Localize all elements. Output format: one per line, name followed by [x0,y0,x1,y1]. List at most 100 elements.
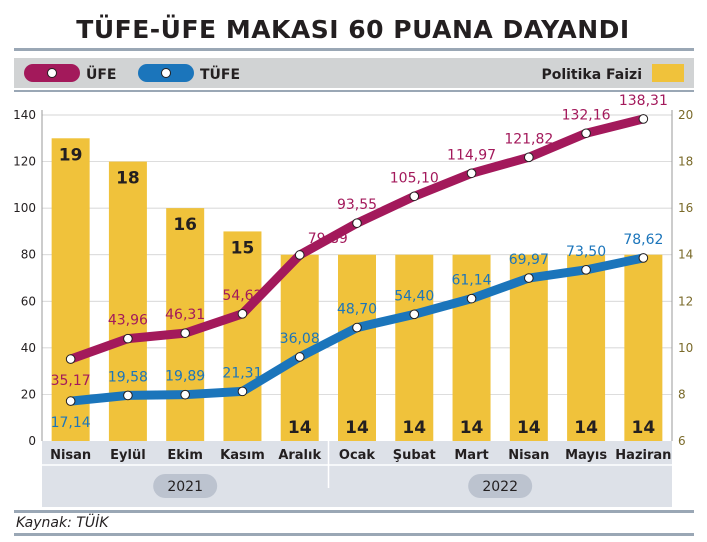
legend-item-ufe: ÜFE [24,64,117,83]
legend-ufe-marker [47,68,57,78]
policy-rate-label: 16 [173,215,197,235]
tufe-data-label: 36,08 [280,331,320,347]
tufe-data-label: 61,14 [451,273,491,289]
policy-rate-bar [223,231,262,441]
right-axis: 6 8 10 12 14 16 18 20 [671,108,693,448]
policy-rate-bar [452,254,491,441]
left-tick-label: 40 [21,341,36,355]
left-tick-label: 140 [13,108,36,122]
left-tick-label: 20 [21,387,36,401]
ufe-data-label: 35,17 [51,373,91,389]
index-lines [65,114,649,406]
ufe-point [123,333,133,344]
legend-background [14,58,694,88]
legend-tufe-marker [161,68,171,78]
category-label: Mart [454,448,488,463]
tufe-point [638,253,649,263]
policy-rate-label: 14 [402,418,426,438]
footer-bottom-rule [14,533,694,536]
left-tick-label: 100 [13,201,36,215]
left-tick-label: 120 [13,155,36,169]
category-label: Nisan [50,448,91,463]
category-label: Nisan [508,448,549,463]
right-tick-label: 14 [678,248,693,262]
legend-top-rule [14,48,694,51]
legend: ÜFE TÜFE Politika Faizi [14,48,694,92]
tufe-data-label: 48,70 [337,302,377,318]
year-label: 2022 [482,479,518,495]
legend-item-tufe: TÜFE [138,64,240,83]
policy-rate-label: 14 [517,418,541,438]
right-tick-label: 12 [678,294,693,308]
right-tick-label: 10 [678,341,693,355]
left-tick-label: 60 [21,294,36,308]
ufe-data-label: 105,10 [390,170,439,186]
category-label: Mayıs [565,448,607,463]
ufe-data-label: 114,97 [447,147,496,163]
right-tick-label: 16 [678,201,693,215]
policy-rate-bar [395,254,434,441]
policy-rate-label: 14 [460,418,484,438]
tufe-data-label: 73,50 [566,244,606,260]
ufe-data-label: 121,82 [504,131,553,147]
category-band: Nisan Eylül Ekim Kasım Aralık Ocak Şubat Mart Ni… [42,441,672,507]
policy-rate-label: 15 [231,238,255,258]
ufe-point [65,354,76,364]
tufe-data-label: 78,62 [623,232,663,248]
ufe-data-label: 43,96 [108,313,148,329]
year-pill [468,474,533,498]
policy-rate-bar [624,254,663,441]
category-label: Kasım [220,448,265,463]
ufe-data-label: 93,55 [337,197,377,213]
tufe-point [524,273,534,283]
ufe-point [524,152,534,163]
ufe-point [352,218,362,228]
category-label: Eylül [110,448,146,463]
tufe-point [409,309,420,320]
policy-rate-label: 14 [632,418,656,438]
legend-ufe-label: ÜFE [86,65,117,83]
policy-rate-label: 14 [345,418,369,438]
left-tick-label: 0 [28,434,36,448]
ufe-point [180,328,190,338]
tufe-point [352,322,362,333]
tufe-data-label: 19,89 [165,369,205,385]
tufe-point [180,389,190,400]
ufe-point [237,309,248,319]
policy-rate-label: 18 [116,169,140,189]
legend-tufe-label: TÜFE [200,65,240,83]
category-label: Ekim [167,448,203,463]
footer-top-rule [14,510,694,513]
ufe-point [466,168,477,179]
tufe-point [294,352,305,362]
right-tick-label: 8 [678,387,686,401]
ufe-data-label: 132,16 [562,107,611,123]
category-band-background [42,441,672,507]
right-tick-label: 18 [678,155,693,169]
legend-politika-faizi-swatch [652,64,684,82]
tufe-point [581,265,591,275]
category-label: Aralık [278,448,321,463]
tufe-point [123,390,133,401]
tufe-data-label: 69,97 [509,252,549,268]
right-tick-label: 6 [678,434,686,448]
tufe-data-label: 21,31 [222,365,262,381]
ufe-point [638,114,649,124]
policy-rate-bar [567,254,606,441]
year-label: 2021 [167,479,203,495]
tufe-data-label: 17,14 [51,415,91,431]
ufe-point [294,250,305,260]
chart-title: TÜFE-ÜFE MAKASI 60 PUANA DAYANDI [76,14,629,44]
legend-politika-faizi-label: Politika Faizi [541,67,642,83]
policy-rate-bar [51,138,90,442]
ufe-data-label: 46,31 [165,307,205,323]
category-label: Haziran [615,448,671,463]
ufe-point [409,191,420,202]
data-labels: 19 18 16 15 14 14 14 14 14 14 14 35,17 43,96 46,31 54,… [51,93,668,438]
left-tick-label: 80 [21,248,36,262]
ufe-data-label: 54,62 [222,288,262,304]
tufe-point [466,293,477,304]
category-label: Ocak [339,448,376,463]
legend-bottom-rule [14,90,694,92]
